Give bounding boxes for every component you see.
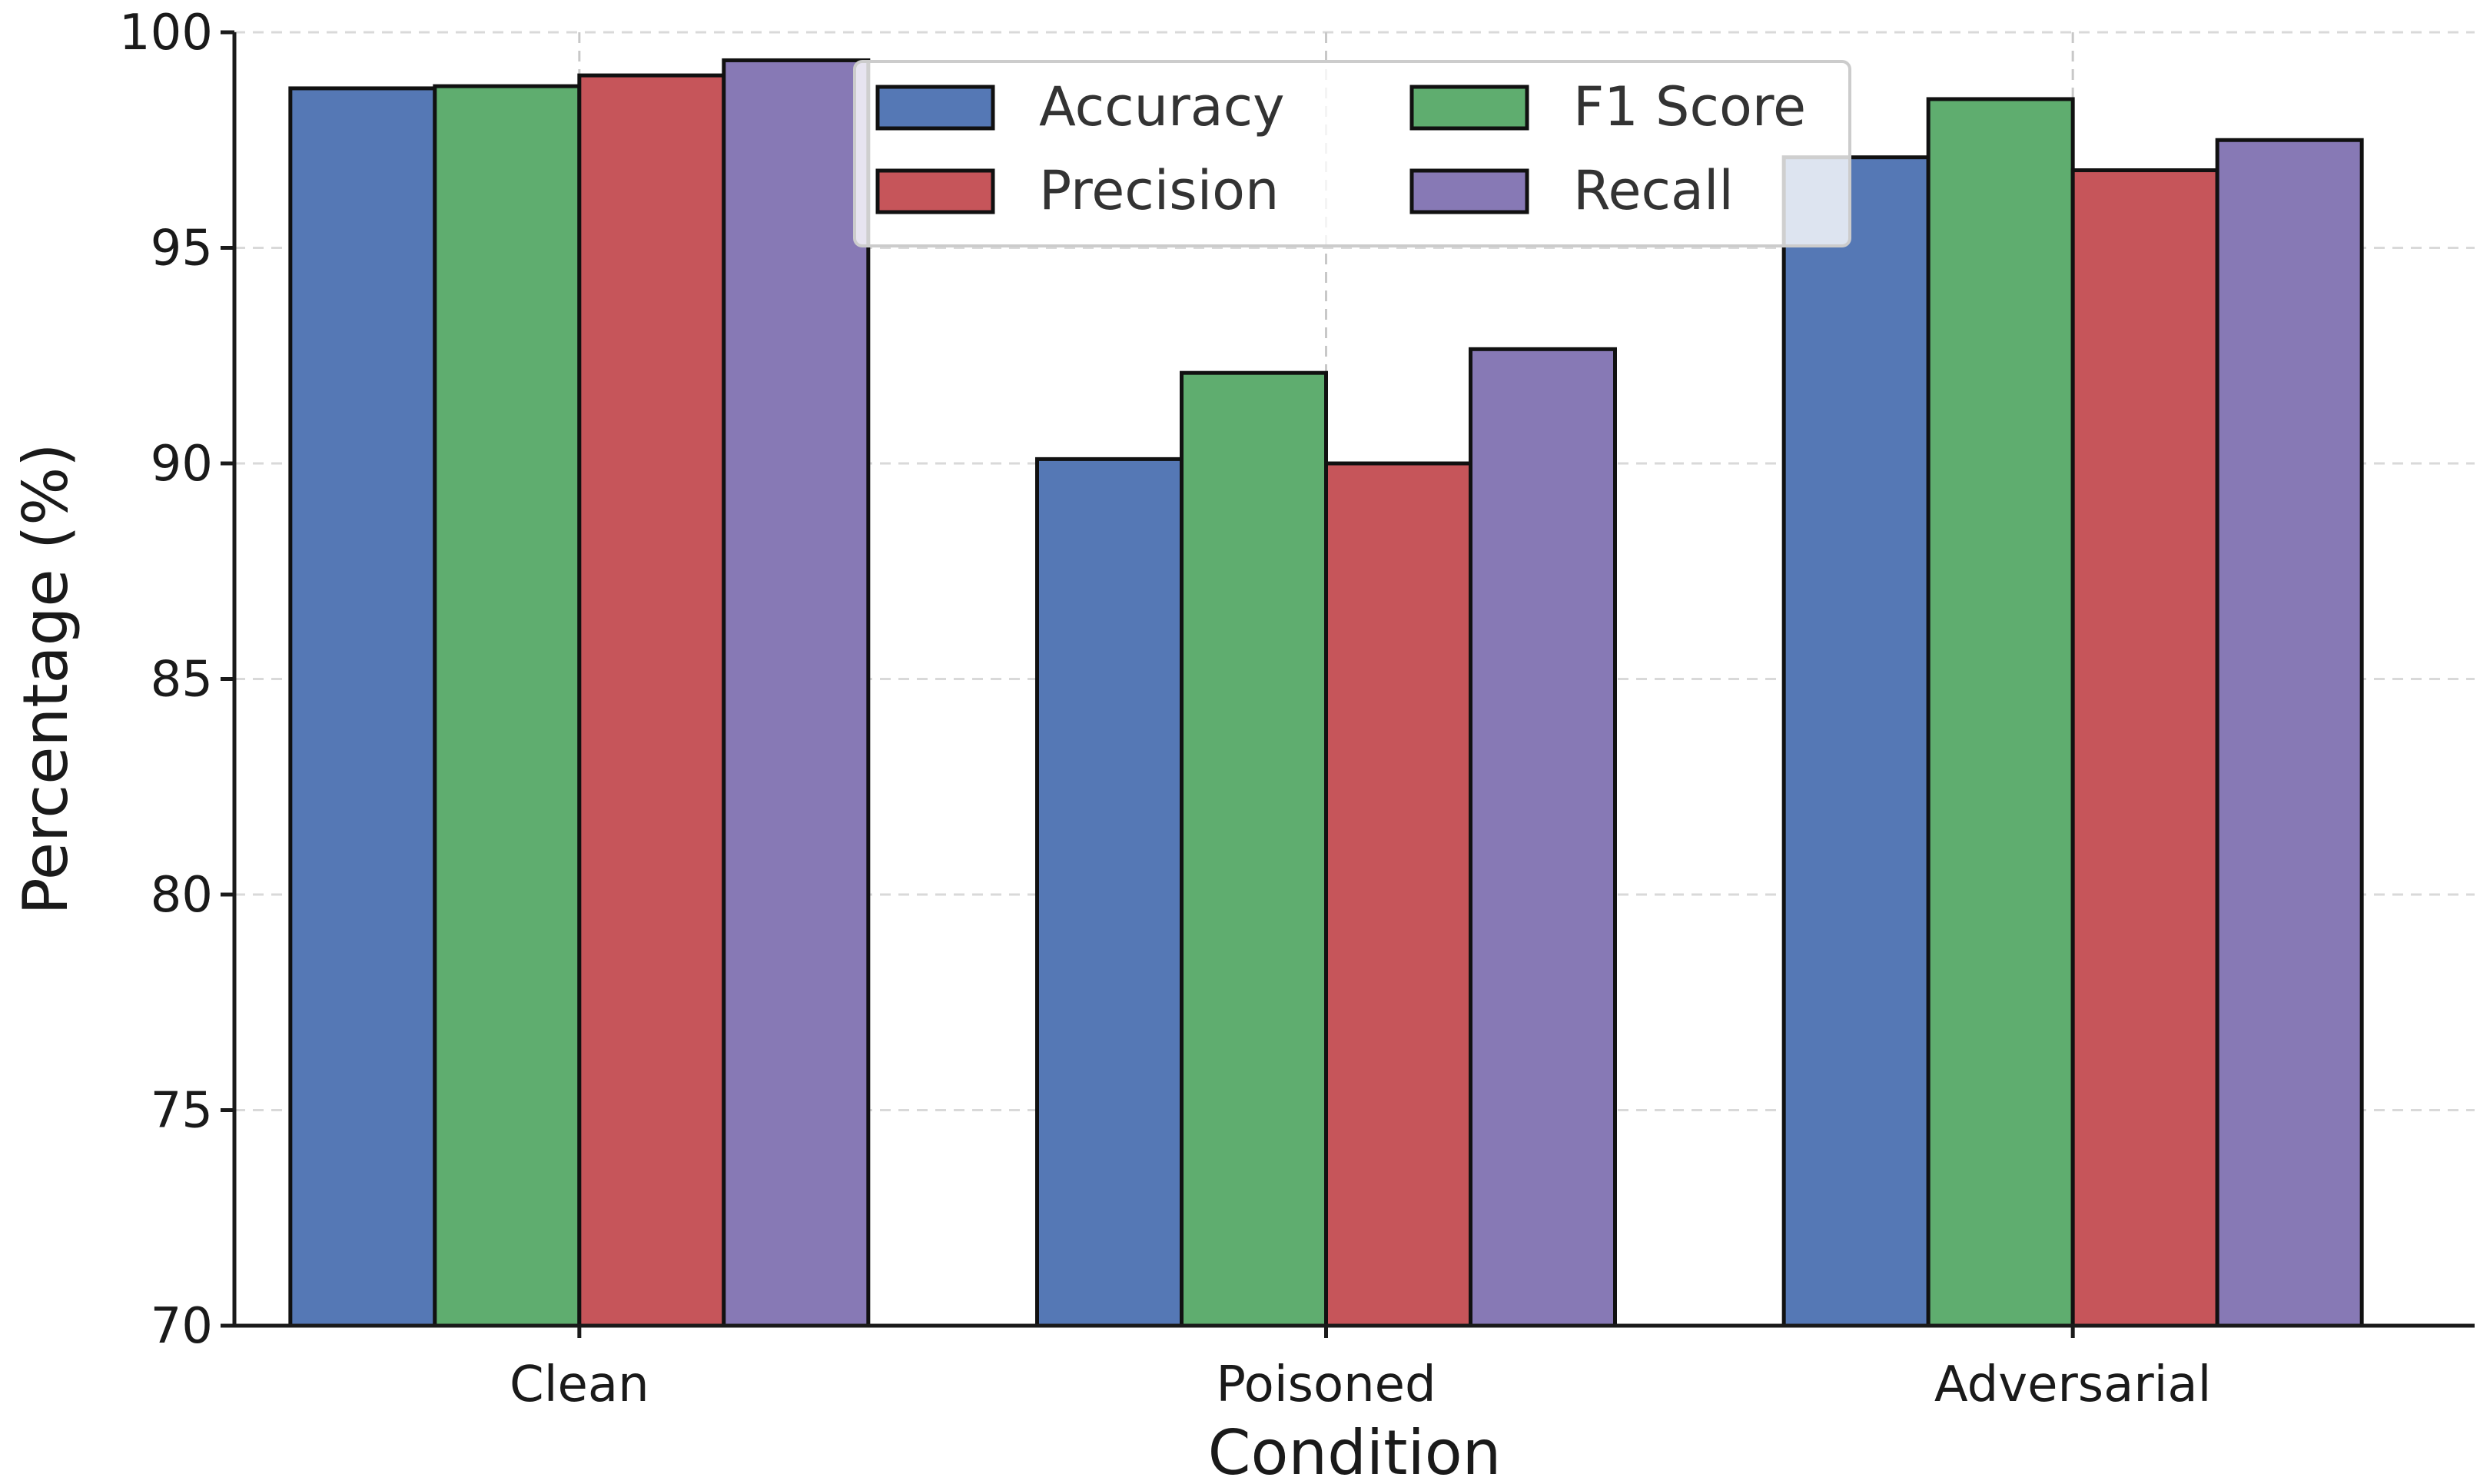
bar-precision-adversarial (2070, 168, 2219, 1328)
y-tick-label: 70 (151, 1298, 213, 1355)
bar-recall-clean (722, 58, 871, 1328)
legend-swatch-precision (875, 168, 995, 214)
bar-accuracy-clean (288, 86, 437, 1328)
bar-precision-poisoned (1324, 461, 1472, 1328)
bar-accuracy-adversarial (1781, 155, 1931, 1328)
bar-precision-clean (577, 73, 726, 1328)
bar-f1-score-clean (433, 84, 582, 1328)
legend-swatch-f1-score (1409, 85, 1529, 131)
x-ticks: Clean Poisoned Adversarial (510, 1326, 2211, 1413)
legend: Accuracy F1 Score Precision Recall (853, 60, 1851, 247)
x-tick-label: Adversarial (1934, 1356, 2212, 1413)
legend-label-recall: Recall (1573, 159, 1734, 222)
bar-recall-adversarial (2215, 138, 2364, 1328)
y-axis-title: Percentage (%) (10, 443, 81, 915)
y-tick-label: 75 (151, 1083, 213, 1140)
y-tick-label: 80 (151, 867, 213, 924)
y-tick-label: 100 (119, 5, 213, 61)
y-ticks: 70 75 80 85 90 95 100 (119, 5, 234, 1355)
y-tick-label: 95 (151, 221, 213, 277)
x-tick-label: Poisoned (1216, 1356, 1436, 1413)
y-tick-label: 85 (151, 652, 213, 709)
legend-label-accuracy: Accuracy (1039, 75, 1285, 138)
bar-f1-score-adversarial (1926, 97, 2075, 1328)
x-axis-title: Condition (1208, 1417, 1502, 1484)
bars (288, 58, 2364, 1328)
bar-f1-score-poisoned (1180, 370, 1328, 1328)
y-tick-label: 90 (151, 436, 213, 493)
legend-swatch-accuracy (875, 85, 995, 131)
bar-accuracy-poisoned (1035, 456, 1184, 1328)
legend-label-f1-score: F1 Score (1573, 75, 1806, 138)
legend-label-precision: Precision (1039, 159, 1279, 222)
x-tick-label: Clean (510, 1356, 649, 1413)
legend-box (853, 60, 1851, 247)
legend-swatch-recall (1409, 168, 1529, 214)
bar-recall-poisoned (1469, 347, 1617, 1328)
